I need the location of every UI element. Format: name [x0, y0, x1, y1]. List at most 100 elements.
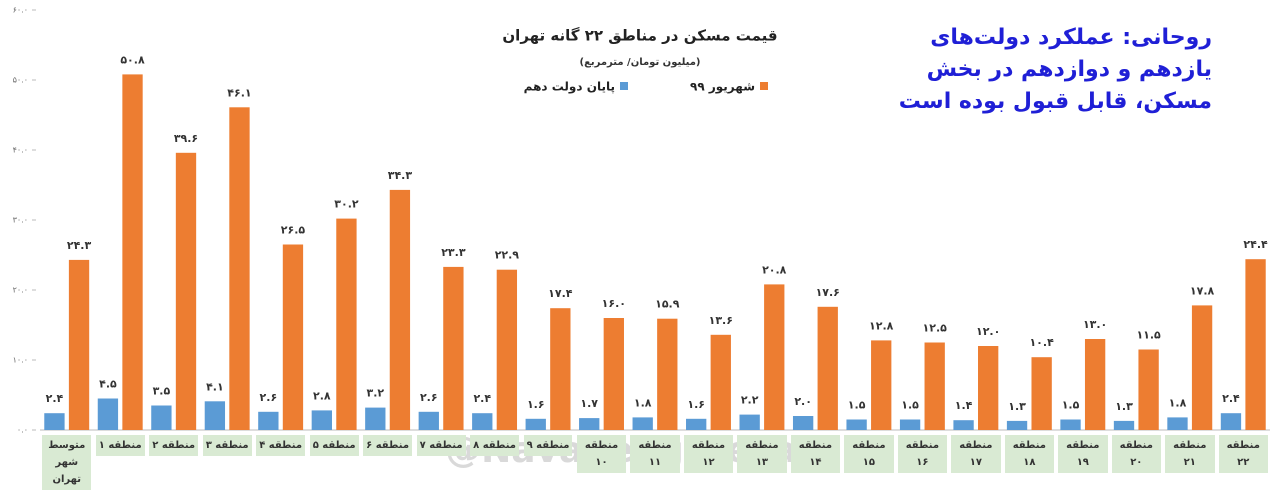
y-tick-label: ۵۰.۰	[13, 76, 28, 85]
data-label: ۱۷.۸	[1190, 284, 1215, 297]
data-label: ۲.۴	[1222, 392, 1240, 405]
data-label: ۳۹.۶	[174, 132, 198, 145]
bar	[817, 306, 838, 430]
bar	[550, 308, 571, 430]
bar	[924, 342, 945, 430]
x-tick-label: منطقه ۱۲	[683, 435, 734, 479]
x-tick-text: منطقه ۱	[95, 435, 145, 456]
y-tick-label: ۳۰.۰	[13, 216, 28, 225]
data-label: ۲.۶	[260, 391, 278, 404]
data-label: ۱.۸	[634, 396, 652, 409]
bar	[978, 346, 999, 430]
data-label: ۱.۴	[955, 399, 973, 412]
x-tick-label: منطقه ۶	[363, 435, 413, 479]
data-label: ۴.۵	[99, 378, 117, 391]
x-tick-text: منطقه ۵	[309, 435, 359, 456]
x-tick-label: منطقه ۵	[309, 435, 359, 479]
data-label: ۲.۰	[794, 395, 812, 408]
data-label: ۲۶.۵	[281, 224, 306, 237]
x-tick-label: منطقه ۲۰	[1111, 435, 1162, 479]
x-tick-label: منطقه ۲۱	[1165, 435, 1215, 479]
annotation: روحانی: عملکرد دولت‌های	[930, 25, 1212, 50]
data-label: ۳.۲	[367, 387, 385, 400]
bar	[122, 74, 143, 431]
x-tick-text: منطقه ۱۷	[951, 435, 1001, 473]
x-tick-text: منطقه ۱۱	[630, 435, 680, 473]
bar	[311, 410, 332, 430]
bar	[764, 284, 785, 430]
y-tick-label: ۶۰.۰	[13, 6, 28, 15]
data-label: ۱۷.۴	[548, 287, 573, 300]
x-tick-text: منطقه ۴	[256, 435, 306, 456]
chart-subtitle: (میلیون تومان/ مترمربع)	[579, 57, 700, 68]
data-label: ۲۳.۳	[441, 246, 466, 259]
data-label: ۱.۵	[848, 399, 866, 412]
x-tick-text: منطقه ۱۲	[683, 435, 734, 473]
x-tick-label: منطقه ۱۷	[951, 435, 1001, 479]
annotation: مسکن، قابل قبول بوده است	[899, 89, 1212, 114]
x-tick-text: منطقه ۲۱	[1165, 435, 1215, 473]
legend-label: پایان دولت دهم	[524, 80, 615, 95]
x-tick-label: منطقه ۱۱	[630, 435, 680, 479]
x-tick-label: منطقه ۷	[416, 435, 466, 479]
legend-label: شهریور ۹۹	[690, 80, 755, 95]
x-tick-text: منطقه ۱۴	[790, 435, 841, 473]
bar	[603, 318, 624, 430]
bar	[44, 413, 65, 430]
x-tick-text: منطقه ۲۲	[1218, 435, 1268, 473]
data-label: ۲.۴	[46, 392, 64, 405]
data-label: ۱۲.۵	[923, 322, 948, 335]
x-tick-text: منطقه ۲	[149, 435, 199, 456]
data-label: ۱.۸	[1169, 396, 1187, 409]
bar	[365, 407, 386, 430]
bar	[686, 418, 707, 430]
y-tick-label: ۲۰.۰	[13, 286, 28, 295]
data-label: ۲.۸	[313, 389, 331, 402]
bar	[579, 418, 600, 430]
data-label: ۱.۵	[1062, 399, 1080, 412]
x-tick-label: منطقه ۳	[202, 435, 252, 479]
bar	[953, 420, 974, 430]
bar	[151, 405, 172, 430]
x-tick-label: منطقه ۱۰	[576, 435, 627, 479]
bar	[899, 419, 921, 430]
y-tick-label: ۴۰.۰	[13, 146, 28, 155]
x-tick-text: منطقه ۱۹	[1058, 435, 1108, 473]
bar	[871, 340, 892, 430]
x-tick-text: منطقه ۸	[470, 435, 519, 456]
data-label: ۱.۷	[580, 397, 598, 410]
y-tick-label: ۰.۰	[17, 426, 28, 435]
x-tick-text: منطقه ۹	[523, 435, 573, 456]
bar	[204, 401, 226, 430]
bar	[1167, 417, 1188, 430]
data-label: ۱۳.۰	[1083, 318, 1107, 331]
x-tick-text: منطقه ۱۰	[576, 435, 627, 473]
data-label: ۳۰.۲	[334, 198, 359, 211]
bar	[632, 417, 653, 430]
data-label: ۱.۶	[687, 398, 705, 411]
data-label: ۱۶.۰	[602, 297, 626, 310]
x-tick-label: منطقه ۹	[523, 435, 573, 479]
x-tick-label: منطقه ۱۹	[1058, 435, 1108, 479]
x-tick-label: منطقه ۱۶	[897, 435, 948, 479]
x-tick-text: منطقه ۷	[416, 435, 466, 456]
bar	[1060, 419, 1081, 430]
legend-swatch	[620, 82, 628, 90]
data-label: ۱۲.۰	[976, 325, 1000, 338]
bar	[1006, 420, 1028, 430]
bar	[1084, 339, 1106, 430]
bar	[97, 398, 119, 430]
bar	[739, 414, 760, 430]
bar	[443, 266, 464, 430]
x-tick-label: منطقه ۱۵	[844, 435, 894, 479]
x-tick-text: متوسط شهر تهران	[42, 435, 92, 490]
data-label: ۱۱.۵	[1136, 329, 1161, 342]
bar	[792, 416, 814, 430]
x-tick-text: منطقه ۱۳	[737, 435, 787, 473]
x-tick-text: منطقه ۲۰	[1111, 435, 1162, 473]
chart-title: قیمت مسکن در مناطق ۲۲ گانه تهران	[502, 27, 777, 45]
data-label: ۴.۱	[206, 380, 224, 393]
x-tick-label: منطقه ۲	[149, 435, 199, 479]
bar	[336, 218, 357, 430]
